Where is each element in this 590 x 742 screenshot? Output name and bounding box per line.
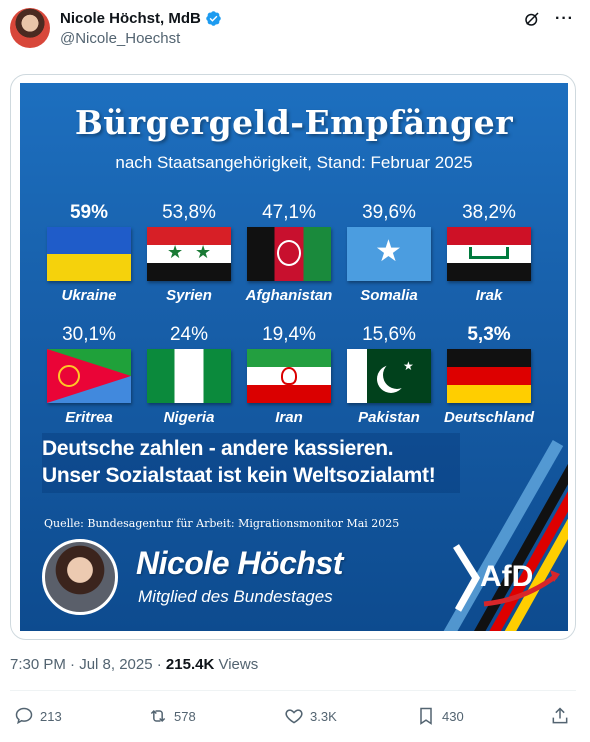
country-label: Syrien (166, 287, 212, 304)
reply-icon (15, 707, 33, 725)
grok-icon[interactable] (523, 10, 541, 28)
country-percent: 59% (69, 202, 109, 223)
flag-syria-icon: ★ ★ (147, 227, 231, 281)
share-button[interactable] (550, 706, 570, 726)
country-percent: 5,3% (467, 324, 511, 345)
divider (10, 690, 576, 691)
country-somalia: 39,6% ★ Somalia (344, 201, 434, 304)
repost-icon (150, 709, 166, 723)
flag-somalia-icon: ★ (347, 227, 431, 281)
views-label: Views (214, 656, 259, 673)
repost-count: 578 (174, 708, 196, 724)
country-iran: 19,4% Iran (244, 323, 334, 426)
flag-afghanistan-icon (247, 227, 331, 281)
graphic-subtitle: nach Staatsangehörigkeit, Stand: Februar… (115, 153, 473, 172)
country-nigeria: 24% Nigeria (144, 323, 234, 426)
flag-germany-icon (447, 349, 531, 403)
bookmark-count: 430 (442, 708, 464, 724)
tweet-header: Nicole Höchst, MdB @Nicole_Hoechst ··· (10, 8, 580, 54)
author-name[interactable]: Nicole Höchst, MdB (60, 10, 201, 27)
flag-nigeria-icon (147, 349, 231, 403)
country-pakistan: 15,6% ★ Pakistan (344, 323, 434, 426)
author-handle[interactable]: @Nicole_Hoechst (60, 30, 181, 47)
country-label: Deutschland (444, 409, 535, 426)
like-button[interactable]: 3.3K (284, 706, 337, 726)
share-icon (552, 707, 568, 724)
bookmark-icon (420, 707, 432, 725)
person-portrait (42, 539, 118, 615)
infographic: Bürgergeld-Empfänger nach Staatsangehöri… (20, 83, 568, 631)
slogan-background (42, 433, 460, 493)
country-percent: 15,6% (362, 324, 416, 345)
slogan-line-1: Deutsche zahlen - andere kassieren. (42, 437, 394, 460)
afd-logo-icon: AfD (453, 544, 560, 612)
country-label: Iran (275, 409, 303, 426)
country-percent: 24% (169, 324, 209, 345)
country-irak: 38,2% Irak (444, 201, 534, 304)
verified-badge-icon (206, 11, 221, 26)
flag-iran-icon (247, 349, 331, 403)
author-name-row: Nicole Höchst, MdB (60, 10, 222, 27)
country-label: Afghanistan (245, 287, 333, 304)
country-afghanistan: 47,1% Afghanistan (244, 201, 334, 304)
flag-stripes-decoration (443, 440, 568, 631)
afd-logo: AfD (444, 538, 564, 618)
tweet-timestamp[interactable]: 7:30 PM · Jul 8, 2025 · (10, 656, 166, 673)
country-ukraine: 59% Ukraine (44, 201, 134, 304)
country-label: Pakistan (358, 409, 420, 426)
view-count: 215.4K (165, 656, 215, 673)
country-percent: 19,4% (262, 324, 316, 345)
flag-pakistan-icon: ★ (347, 349, 431, 403)
country-label: Somalia (360, 287, 418, 304)
country-label: Eritrea (65, 409, 113, 426)
source-note: Quelle: Bundesagentur für Arbeit: Migrat… (44, 517, 400, 530)
country-syrien: 53,8% ★ ★ Syrien (144, 201, 234, 304)
header-actions: ··· (523, 10, 574, 28)
country-percent: 47,1% (262, 202, 316, 223)
more-options-icon[interactable]: ··· (555, 10, 574, 27)
flag-eritrea-icon (47, 349, 131, 403)
country-percent: 30,1% (62, 324, 116, 345)
tweet-actions: 213 578 3.3K 430 (14, 706, 576, 730)
country-deutschland: 5,3% Deutschland (444, 323, 534, 426)
slogan: Deutsche zahlen - andere kassieren. Unse… (42, 435, 462, 489)
repost-button[interactable]: 578 (148, 706, 196, 726)
reply-button[interactable]: 213 (14, 706, 62, 726)
slogan-line-2: Unser Sozialstaat ist kein Weltsozialamt… (42, 464, 436, 487)
bookmark-button[interactable]: 430 (416, 706, 464, 726)
country-label: Ukraine (61, 287, 117, 304)
like-count: 3.3K (310, 708, 337, 724)
heart-icon (285, 709, 303, 724)
country-label: Irak (475, 287, 503, 304)
author-avatar[interactable] (10, 8, 50, 48)
country-label: Nigeria (163, 409, 215, 426)
graphic-title: Bürgergeld-Empfänger (74, 103, 514, 142)
flag-iraq-icon (447, 227, 531, 281)
person-role: Mitglied des Bundestages (138, 587, 333, 606)
country-percent: 38,2% (462, 202, 516, 223)
party-logo-text: AfD (480, 560, 533, 593)
country-percent: 53,8% (162, 202, 216, 223)
person-name: Nicole Höchst (136, 545, 343, 581)
reply-count: 213 (40, 708, 62, 724)
flag-ukraine-icon (47, 227, 131, 281)
country-percent: 39,6% (362, 202, 416, 223)
country-eritrea: 30,1% Eritrea (44, 323, 134, 426)
tweet-media[interactable]: Bürgergeld-Empfänger nach Staatsangehöri… (10, 74, 576, 640)
tweet-meta: 7:30 PM · Jul 8, 2025 · 215.4K Views (10, 656, 258, 673)
